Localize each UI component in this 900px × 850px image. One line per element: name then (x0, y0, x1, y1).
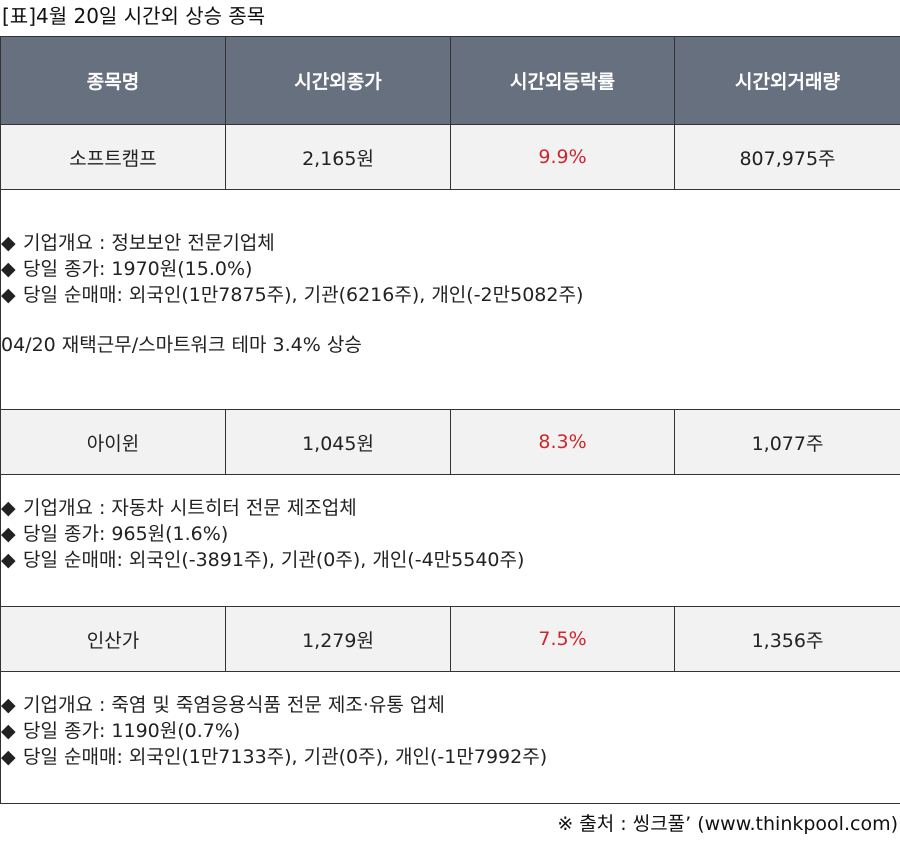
net-trade-line: ◆ 당일 순매매: 외국인(1만7133주), 기관(0주), 개인(-1만799… (1, 744, 900, 770)
diamond-bullet-icon: ◆ (1, 284, 16, 306)
close-price: 1,045원 (225, 409, 451, 475)
diamond-bullet-icon: ◆ (1, 497, 16, 519)
overview-line: ◆ 기업개요 : 죽염 및 죽염응용식품 전문 제조·유통 업체 (1, 692, 900, 718)
stock-name: 아이윈 (0, 409, 226, 475)
company-overview: 기업개요 : 정보보안 전문기업체 (23, 232, 275, 254)
header-stock-name: 종목명 (0, 36, 226, 125)
detail-row: ◆ 기업개요 : 자동차 시트히터 전문 제조업체 ◆ 당일 종가: 965원(1.… (0, 474, 900, 607)
table-row: 아이윈 1,045원 8.3% 1,077주 (0, 409, 900, 475)
company-overview: 기업개요 : 자동차 시트히터 전문 제조업체 (23, 497, 357, 519)
diamond-bullet-icon: ◆ (1, 549, 16, 571)
change-rate: 8.3% (450, 409, 675, 475)
net-trade-line: ◆ 당일 순매매: 외국인(-3891주), 기관(0주), 개인(-4만5540… (1, 547, 900, 573)
detail-cell: ◆ 기업개요 : 자동차 시트히터 전문 제조업체 ◆ 당일 종가: 965원(1.… (0, 474, 900, 607)
close-price: 2,165원 (225, 124, 451, 190)
diamond-bullet-icon: ◆ (1, 523, 16, 545)
net-trade: 당일 순매매: 외국인(1만7875주), 기관(6216주), 개인(-2만5… (23, 284, 584, 306)
detail-cell: ◆ 기업개요 : 죽염 및 죽염응용식품 전문 제조·유통 업체 ◆ 당일 종가: … (0, 671, 900, 804)
diamond-bullet-icon: ◆ (1, 746, 16, 768)
header-change-rate: 시간외등락률 (450, 36, 675, 125)
day-close-line: ◆ 당일 종가: 965원(1.6%) (1, 521, 900, 547)
detail-row: ◆ 기업개요 : 죽염 및 죽염응용식품 전문 제조·유통 업체 ◆ 당일 종가: … (0, 671, 900, 804)
close-price: 1,279원 (225, 606, 451, 672)
source-credit: ※ 출처 : 씽크풀’ (www.thinkpool.com) (557, 813, 898, 835)
net-trade: 당일 순매매: 외국인(-3891주), 기관(0주), 개인(-4만5540주… (23, 549, 525, 571)
trade-volume: 1,356주 (674, 606, 900, 672)
net-trade: 당일 순매매: 외국인(1만7133주), 기관(0주), 개인(-1만7992… (23, 746, 548, 768)
theme-note: 04/20 재택근무/스마트워크 테마 3.4% 상승 (1, 334, 362, 356)
day-close: 당일 종가: 1190원(0.7%) (23, 720, 241, 742)
diamond-bullet-icon: ◆ (1, 694, 16, 716)
header-close-price: 시간외종가 (225, 36, 451, 125)
header-volume: 시간외거래량 (674, 36, 900, 125)
day-close: 당일 종가: 1970원(15.0%) (23, 258, 253, 280)
change-rate: 7.5% (450, 606, 675, 672)
company-overview: 기업개요 : 죽염 및 죽염응용식품 전문 제조·유통 업체 (23, 694, 445, 716)
overview-line: ◆ 기업개요 : 정보보안 전문기업체 (1, 230, 900, 256)
stock-name: 소프트캠프 (0, 124, 226, 190)
after-hours-table: 종목명 시간외종가 시간외등락률 시간외거래량 소프트캠프 2,165원 9.9… (0, 36, 900, 804)
diamond-bullet-icon: ◆ (1, 720, 16, 742)
diamond-bullet-icon: ◆ (1, 232, 16, 254)
change-rate: 9.9% (450, 124, 675, 190)
header-row: 종목명 시간외종가 시간외등락률 시간외거래량 (0, 36, 900, 125)
detail-row: ◆ 기업개요 : 정보보안 전문기업체 ◆ 당일 종가: 1970원(15.0%) … (0, 189, 900, 410)
trade-volume: 1,077주 (674, 409, 900, 475)
table-row: 소프트캠프 2,165원 9.9% 807,975주 (0, 124, 900, 190)
day-close-line: ◆ 당일 종가: 1190원(0.7%) (1, 718, 900, 744)
table-caption: [표]4월 20일 시간외 상승 종목 (2, 4, 266, 28)
overview-line: ◆ 기업개요 : 자동차 시트히터 전문 제조업체 (1, 495, 900, 521)
table-row: 인산가 1,279원 7.5% 1,356주 (0, 606, 900, 672)
stock-name: 인산가 (0, 606, 226, 672)
net-trade-line: ◆ 당일 순매매: 외국인(1만7875주), 기관(6216주), 개인(-2만… (1, 282, 900, 308)
trade-volume: 807,975주 (674, 124, 900, 190)
day-close: 당일 종가: 965원(1.6%) (23, 523, 229, 545)
diamond-bullet-icon: ◆ (1, 258, 16, 280)
day-close-line: ◆ 당일 종가: 1970원(15.0%) (1, 256, 900, 282)
detail-cell: ◆ 기업개요 : 정보보안 전문기업체 ◆ 당일 종가: 1970원(15.0%) … (0, 189, 900, 410)
